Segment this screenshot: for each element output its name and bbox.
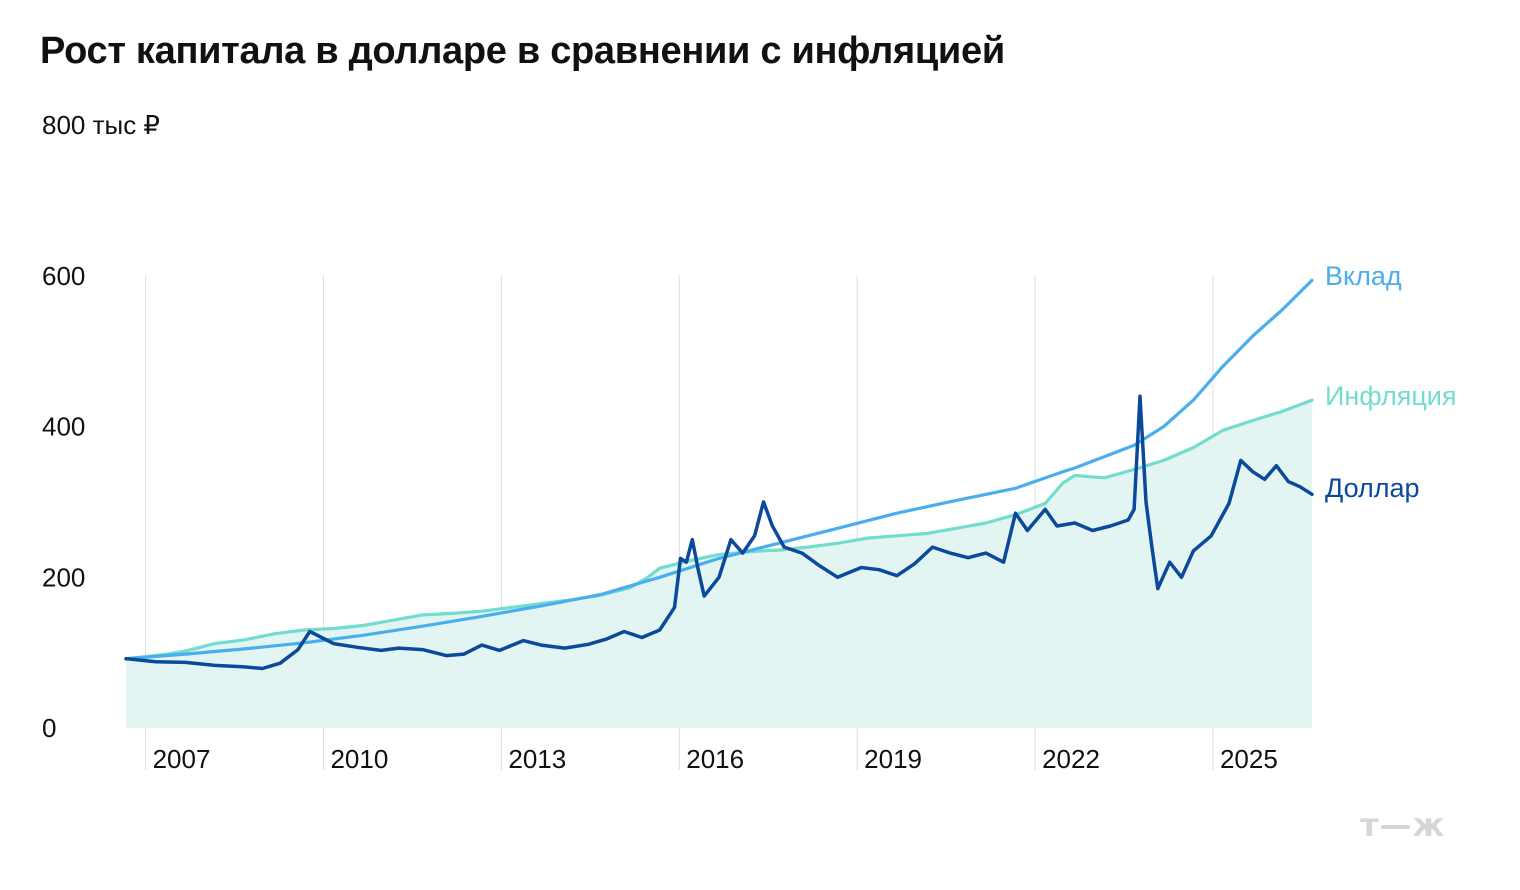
series-label-вклад: Вклад	[1325, 261, 1402, 291]
brand-logo: т—ж	[1360, 806, 1446, 844]
x-tick-label: 2022	[1042, 744, 1100, 774]
series-line-вклад	[124, 278, 1314, 661]
x-axis: 2007 2010 2013 2016 2019 2022 2025	[153, 744, 1278, 774]
y-tick-label: 400	[42, 412, 85, 442]
x-tick-label: 2016	[686, 744, 744, 774]
x-tick-label: 2019	[864, 744, 922, 774]
x-tick-label: 2025	[1220, 744, 1278, 774]
y-axis: 0 200 400 600 800 тыс ₽	[42, 110, 160, 743]
inflation-area	[126, 400, 1312, 728]
series-label-инфляция: Инфляция	[1325, 381, 1456, 411]
chart-title: Рост капитала в долларе в сравнении с ин…	[40, 30, 1005, 72]
y-tick-label: 0	[42, 713, 56, 743]
series-lines	[124, 278, 1314, 671]
x-tick-label: 2007	[153, 744, 211, 774]
series-label-доллар: Доллар	[1325, 473, 1420, 503]
series-line-инфляция	[124, 398, 1314, 661]
y-tick-label: 600	[42, 261, 85, 291]
series-labels: Вклад Инфляция Доллар	[1325, 261, 1456, 503]
x-tick-label: 2013	[508, 744, 566, 774]
y-tick-label: 200	[42, 562, 85, 592]
series-line-доллар	[124, 394, 1314, 671]
x-tick-label: 2010	[330, 744, 388, 774]
y-tick-label: 800 тыс ₽	[42, 110, 160, 140]
